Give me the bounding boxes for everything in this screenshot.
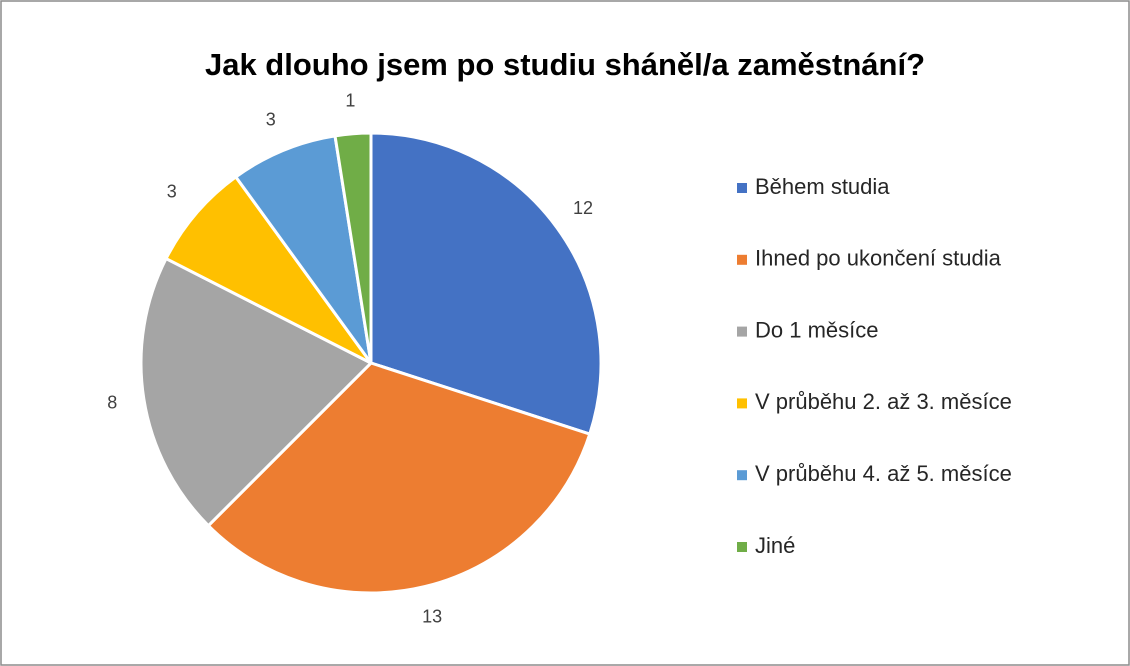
data-label: 3 — [167, 182, 177, 202]
pie-slice — [206, 361, 592, 595]
legend-label: V průběhu 4. až 5. měsíce — [755, 461, 1012, 486]
legend-label: Ihned po ukončení studia — [755, 246, 1002, 271]
data-label: 3 — [266, 110, 276, 130]
data-label: 8 — [107, 393, 117, 413]
legend-label: Jiné — [755, 533, 795, 558]
pie-slice — [139, 256, 374, 528]
chart-title: Jak dlouho jsem po studiu sháněl/a zaměs… — [205, 47, 925, 82]
data-label: 12 — [573, 198, 593, 218]
legend-swatch — [737, 542, 747, 552]
pie-slice — [233, 134, 373, 364]
legend-label: Do 1 měsíce — [755, 317, 879, 342]
legend-swatch — [737, 398, 747, 409]
legend-swatch — [737, 470, 747, 481]
legend-swatch — [737, 183, 747, 193]
data-label: 13 — [422, 607, 442, 627]
data-label: 1 — [345, 91, 355, 111]
pie-slice — [164, 174, 373, 365]
pie-slice — [333, 131, 373, 364]
pie-slice — [369, 131, 603, 436]
legend-label: V průběhu 2. až 3. měsíce — [755, 389, 1012, 414]
legend-label: Během studia — [755, 174, 890, 199]
legend-swatch — [737, 326, 747, 337]
legend-swatch — [737, 254, 747, 265]
